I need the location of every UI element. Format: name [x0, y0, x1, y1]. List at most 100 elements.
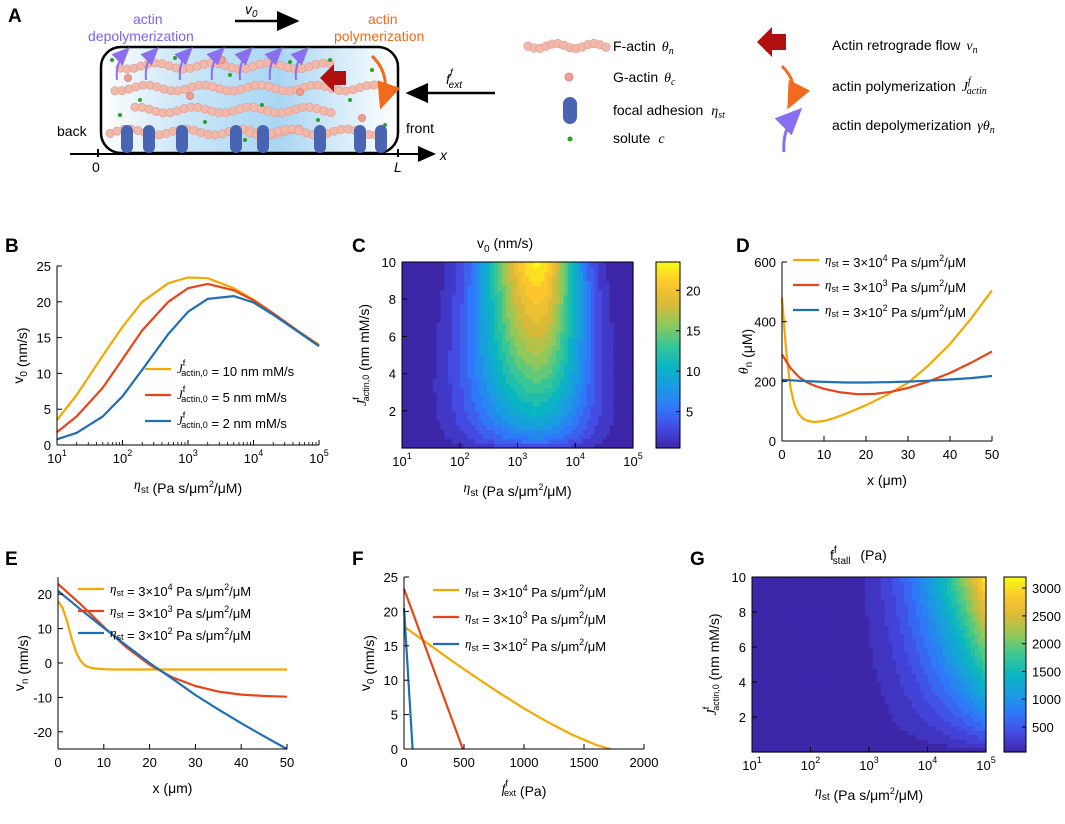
chart-g-heat-cell: [794, 651, 800, 657]
chart-g-heat-cell: [826, 594, 831, 600]
chart-c-heat-cell: [617, 443, 623, 449]
chart-c-heat-cell: [544, 406, 549, 412]
chart-c-heat-cell: [417, 364, 422, 370]
chart-c-heat-cell: [609, 373, 615, 379]
chart-g-heat-cell: [794, 717, 800, 722]
chart-g-heat-cell: [869, 717, 874, 722]
chart-c-heat-cell: [571, 285, 576, 291]
chart-c-heat-cell: [509, 415, 515, 421]
chart-c-heat-cell: [544, 327, 549, 333]
chart-g-heat-cell: [826, 695, 831, 701]
chart-g-heat-cell: [915, 585, 921, 591]
chart-c-heat-cell: [609, 266, 615, 272]
chart-g-heat-cell: [794, 712, 800, 718]
chart-c-heat-cell: [602, 392, 607, 398]
chart-g-heat-cell: [857, 625, 862, 631]
chart-g-heat-cell: [892, 695, 897, 701]
chart-c-heat-cell: [455, 303, 461, 310]
chart-f-y-tick-label: 0: [391, 742, 398, 757]
chart-g-heat-cell: [779, 686, 784, 692]
chart-g-heat-cell: [888, 642, 893, 648]
chart-c-heat-cell: [590, 303, 596, 310]
chart-g-heat-cell: [884, 577, 890, 582]
chart-c-heat-cell: [452, 327, 457, 333]
chart-g-heat-cell: [857, 581, 862, 587]
chart-g-heat-cell: [759, 642, 765, 648]
chart-c-heat-cell: [613, 410, 619, 417]
chart-g-heat-cell: [783, 620, 788, 626]
chart-g-heat-cell: [767, 655, 773, 661]
chart-c-heat-cell: [529, 438, 534, 444]
chart-c-heat-cell: [617, 322, 623, 328]
chart-c-heat-cell: [529, 303, 534, 310]
chart-g-heat-cell: [884, 616, 890, 622]
chart-g-heat-cell: [826, 581, 831, 587]
chart-c-heat-cell: [525, 308, 530, 314]
chart-c-heat-cell: [582, 410, 588, 417]
chart-g-heat-cell: [794, 708, 800, 714]
chart-c-heat-cell: [505, 443, 511, 449]
chart-c-heat-cell: [413, 345, 418, 351]
chart-g-heat-cell: [947, 673, 952, 679]
chart-c-heat-cell: [582, 415, 588, 421]
chart-c-heat-cell: [513, 410, 519, 417]
chart-c-heat-cell: [567, 289, 572, 296]
chart-g-heat-cell: [791, 738, 796, 744]
chart-g-heat-cell: [892, 690, 897, 696]
chart-g-heat-cell: [822, 642, 827, 648]
chart-c-heat-cell: [436, 434, 442, 440]
chart-g-heat-cell: [911, 690, 917, 696]
chart-g-heat-cell: [900, 590, 905, 596]
chart-c-heat-cell: [540, 364, 546, 370]
chart-c-heat-cell: [436, 387, 442, 393]
chart-g-heat-cell: [787, 598, 792, 604]
chart-g-heat-cell: [865, 620, 870, 626]
chart-c-heat-cell: [417, 359, 422, 365]
chart-g-heat-cell: [896, 717, 901, 722]
chart-g-heat-cell: [865, 743, 870, 749]
chart-c-heat-cell: [594, 429, 599, 435]
chart-g-heat-cell: [806, 734, 812, 740]
chart-g-heat-cell: [752, 721, 757, 727]
chart-g-heat-cell: [830, 708, 835, 714]
chart-g-heat-cell: [908, 664, 913, 670]
chart-c-heat-cell: [606, 327, 611, 333]
chart-c-heat-cell: [505, 350, 511, 356]
chart-g-heat-cell: [904, 655, 909, 661]
chart-c-heat-cell: [540, 396, 546, 403]
chart-g-heat-cell: [931, 708, 936, 714]
chart-g-heat-cell: [775, 721, 780, 727]
chart-g-heat-cell: [869, 598, 874, 604]
chart-c-heat-cell: [513, 355, 519, 361]
chart-c-heat-cell: [425, 401, 430, 407]
chart-g-heat-cell: [775, 703, 780, 709]
chart-g-heat-cell: [752, 620, 757, 626]
chart-c-heat-cell: [409, 331, 415, 337]
chart-c-heat-cell: [471, 275, 476, 282]
chart-g-heat-cell: [869, 616, 874, 622]
chart-c-heat-cell: [548, 396, 553, 403]
chart-c-heat-cell: [586, 438, 592, 444]
chart-c-heat-cell: [556, 443, 561, 449]
chart-g-heat-cell: [908, 594, 913, 600]
chart-c-heat-cell: [417, 303, 422, 310]
chart-c-heat-cell: [452, 345, 457, 351]
chart-c-heat-cell: [602, 438, 607, 444]
chart-c-heat-cell: [575, 368, 580, 375]
chart-c-heat-cell: [459, 275, 465, 282]
chart-c-heat-cell: [582, 331, 588, 337]
chart-g-heat-cell: [830, 743, 835, 749]
chart-c-heat-cell: [586, 410, 592, 417]
chart-c-heat-cell: [459, 415, 465, 421]
panel-letter-e: E: [5, 549, 18, 570]
chart-g-heat-cell: [833, 590, 839, 596]
chart-c-heat-cell: [625, 266, 630, 272]
chart-c-heat-cell: [556, 410, 561, 417]
chart-c-heat-cell: [598, 331, 603, 337]
chart-c-colorbar-cell: [656, 426, 680, 430]
chart-g-heat-cell: [876, 607, 882, 613]
chart-c-heat-cell: [498, 392, 503, 398]
chart-c-heat-cell: [482, 382, 488, 389]
chart-g-heat-cell: [818, 603, 823, 609]
chart-c-heat-cell: [498, 294, 503, 300]
